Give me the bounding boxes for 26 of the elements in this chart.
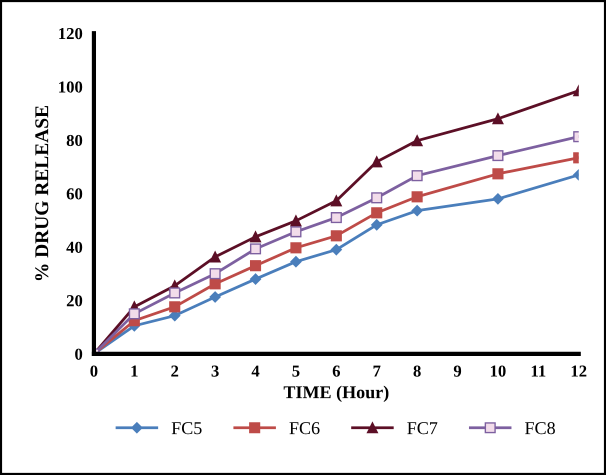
y-tick-label: 60: [66, 188, 82, 200]
x-axis-title: TIME (Hour): [284, 386, 388, 402]
y-tick-label: 120: [59, 28, 82, 40]
y-tick-label: 100: [59, 81, 82, 93]
legend-label: FC8: [525, 422, 555, 434]
y-tick-label: 80: [66, 134, 82, 146]
x-tick-label: 11: [532, 366, 546, 377]
x-tick-label: 10: [490, 365, 506, 377]
x-tick-label: 5: [292, 366, 300, 377]
x-tick-label: 4: [252, 366, 260, 377]
x-tick-label: 3: [212, 366, 219, 377]
legend-label: FC6: [289, 422, 320, 434]
x-tick-label: 7: [374, 366, 380, 377]
x-tick-label: 8: [414, 365, 421, 377]
y-axis-title: % DRUG RELEASE: [35, 106, 48, 280]
legend-label: FC7: [407, 422, 438, 434]
y-tick-label: 0: [75, 348, 82, 360]
x-tick-label: 6: [332, 366, 340, 377]
x-tick-label: 0: [90, 365, 98, 377]
y-tick-label: 40: [66, 242, 82, 253]
legend-label: FC5: [172, 422, 202, 434]
x-tick-label: 9: [454, 366, 462, 377]
x-tick-label: 2: [171, 366, 178, 377]
x-tick-label: 1: [132, 366, 138, 377]
y-tick-label: 20: [66, 295, 82, 306]
x-tick-label: 12: [572, 366, 586, 377]
